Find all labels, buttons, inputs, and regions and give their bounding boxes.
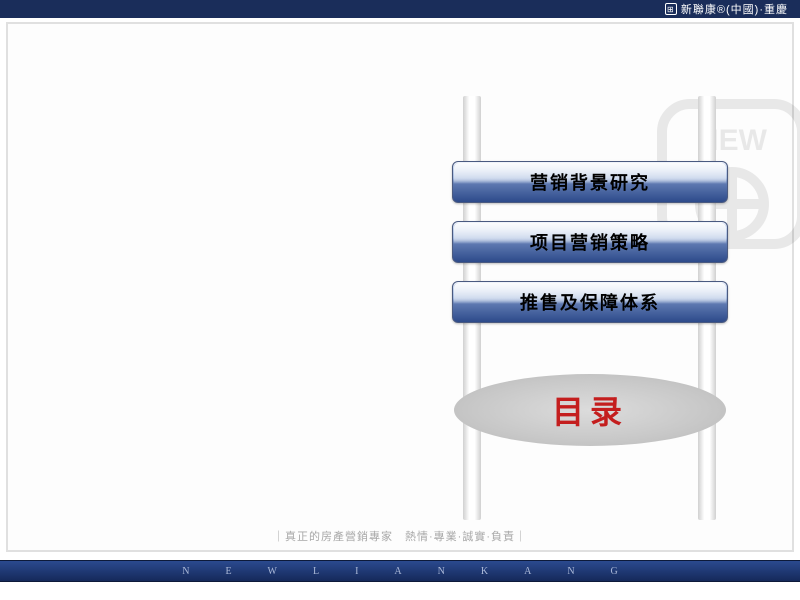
menu-item-2[interactable]: 项目营销策略 [452,221,728,263]
footer-stripe: NEWLIANKANG [0,560,800,582]
header-bar: ⊞ 新聯康 ®(中國)·重慶 [0,0,800,18]
title-oval: 目录 [454,374,726,446]
footer-band: NEWLIANKANG [0,558,800,600]
menu-item-label: 项目营销策略 [530,229,650,255]
footer-letters: NEWLIANKANG [146,566,654,577]
slide-frame: NEW 营销背景研究 项目营销策略 推售及保障体系 目录 [6,22,794,552]
page-title: 目录 [552,387,628,433]
brand-logo-icon: ⊞ [665,3,677,15]
brand-suffix: ®(中國)·重慶 [717,1,788,17]
menu-list: 营销背景研究 项目营销策略 推售及保障体系 [452,161,728,323]
menu-item-3[interactable]: 推售及保障体系 [452,281,728,323]
menu-item-label: 营销背景研究 [530,169,650,195]
menu-item-1[interactable]: 营销背景研究 [452,161,728,203]
brand-name: 新聯康 [681,1,717,17]
menu-item-label: 推售及保障体系 [520,289,660,315]
footer-tagline: ｜真正的房產營銷專家 熱情·專業·誠實·負責｜ [0,528,800,544]
